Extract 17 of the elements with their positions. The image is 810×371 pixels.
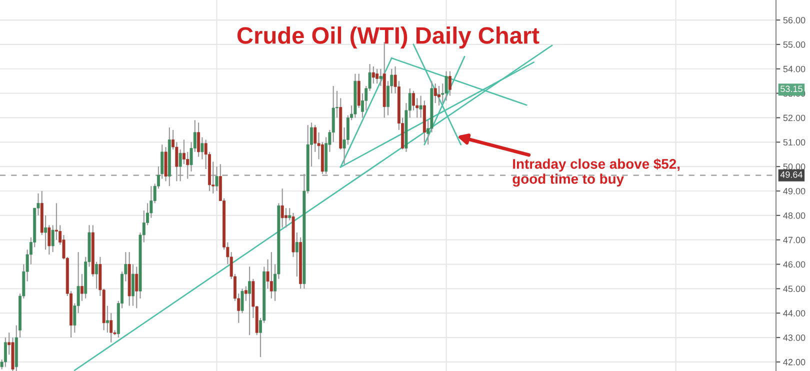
y-tick-label: 47.00 — [783, 236, 806, 244]
y-tick-label: 43.00 — [783, 334, 806, 341]
y-tick-label: 48.00 — [783, 212, 806, 219]
y-tick-label: 46.00 — [783, 261, 806, 268]
annotation: 53.15 — [780, 86, 802, 92]
text: Crude Oil (WTI) Daily Chart — [237, 26, 540, 49]
y-tick-label: 55.00 — [783, 41, 806, 48]
y-tick-label: 56.00 — [783, 16, 806, 24]
y-tick-label: 51.00 — [783, 139, 806, 146]
annotation: Intraday close above $52, good time to buy — [512, 158, 680, 187]
y-tick-label: 44.00 — [783, 310, 806, 316]
y-tick-label: 49.00 — [783, 188, 806, 194]
y-tick-label: 45.00 — [783, 286, 806, 292]
ref-line-label: 49.64 — [780, 171, 802, 178]
y-tick-label: 42.00 — [783, 358, 806, 366]
y-tick-label: 52.00 — [783, 114, 806, 122]
y-tick-label: 54.00 — [783, 66, 806, 72]
